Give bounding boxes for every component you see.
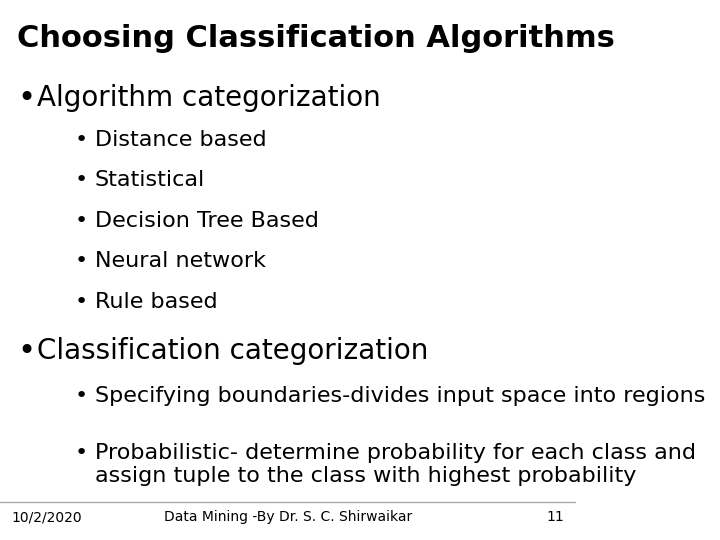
Text: •: • bbox=[75, 443, 88, 463]
Text: Classification categorization: Classification categorization bbox=[37, 338, 429, 366]
Text: •: • bbox=[75, 211, 88, 231]
Text: •: • bbox=[75, 170, 88, 190]
Text: Decision Tree Based: Decision Tree Based bbox=[95, 211, 319, 231]
Text: •: • bbox=[75, 292, 88, 312]
Text: Distance based: Distance based bbox=[95, 130, 266, 150]
Text: Statistical: Statistical bbox=[95, 170, 205, 190]
Text: 10/2/2020: 10/2/2020 bbox=[12, 510, 82, 524]
Text: Rule based: Rule based bbox=[95, 292, 217, 312]
Text: Specifying boundaries-divides input space into regions: Specifying boundaries-divides input spac… bbox=[95, 386, 706, 406]
Text: •: • bbox=[75, 251, 88, 271]
Text: Probabilistic- determine probability for each class and
assign tuple to the clas: Probabilistic- determine probability for… bbox=[95, 443, 696, 486]
Text: Neural network: Neural network bbox=[95, 251, 266, 271]
Text: Algorithm categorization: Algorithm categorization bbox=[37, 84, 381, 112]
Text: •: • bbox=[17, 84, 35, 113]
Text: Data Mining -By Dr. S. C. Shirwaikar: Data Mining -By Dr. S. C. Shirwaikar bbox=[163, 510, 412, 524]
Text: 11: 11 bbox=[546, 510, 564, 524]
Text: •: • bbox=[75, 130, 88, 150]
Text: •: • bbox=[17, 338, 35, 367]
Text: •: • bbox=[75, 386, 88, 406]
Text: Choosing Classification Algorithms: Choosing Classification Algorithms bbox=[17, 24, 615, 53]
